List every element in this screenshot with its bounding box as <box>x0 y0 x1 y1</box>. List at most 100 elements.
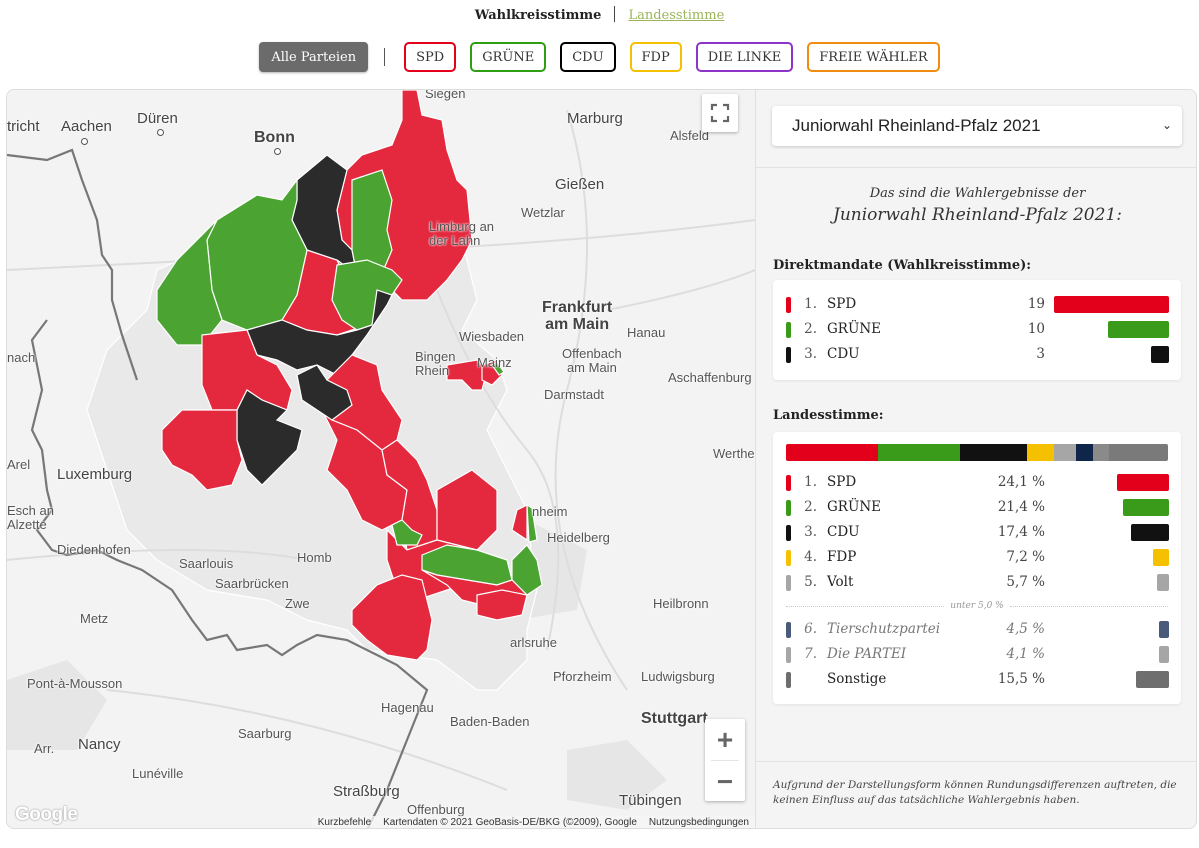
district-gruene <box>391 519 423 546</box>
stacked-segment-tierschutzpartei <box>1075 444 1094 461</box>
party-color-marker <box>786 647 791 663</box>
threshold-divider: unter 5,0 % <box>786 600 1168 612</box>
map-label-nach: nach <box>7 350 36 365</box>
rank: 7. <box>804 646 817 662</box>
map-label-bingen: Bingen Rhein <box>415 349 456 378</box>
stacked-result-bar <box>786 444 1168 461</box>
tab-wahlkreisstimme[interactable]: Wahlkreisstimme <box>474 8 602 23</box>
party-name: Die PARTEI <box>827 646 907 662</box>
map-label-giessen: Gießen <box>555 176 605 193</box>
party-filter-bar: Alle Parteien SPD GRÜNE CDU FDP DIE LINK… <box>0 42 1199 72</box>
filter-separator <box>384 48 386 66</box>
vote-share: 4,1 % <box>1006 646 1045 662</box>
party-name: Volt <box>827 574 854 590</box>
rank: 1. <box>804 296 817 312</box>
rank: 1. <box>804 474 817 490</box>
party-color-marker <box>786 297 791 313</box>
map-canvas[interactable] <box>7 90 755 829</box>
party-name: GRÜNE <box>827 321 881 337</box>
vote-share-bar <box>1159 621 1169 638</box>
tab-landesstimme[interactable]: Landesstimme <box>628 8 725 23</box>
map-label-luxemburg: Luxemburg <box>57 466 133 483</box>
map-label-maastricht: tricht <box>7 118 40 135</box>
map-label-nancy: Nancy <box>78 736 121 753</box>
district-cdu <box>236 389 303 486</box>
filter-spd[interactable]: SPD <box>404 42 457 72</box>
fullscreen-button[interactable] <box>702 94 738 132</box>
map-label-ludwigsburg: Ludwigsburg <box>641 669 715 684</box>
stacked-segment-gr-ne <box>878 444 960 461</box>
election-select[interactable]: Juniorwahl Rheinland-Pfalz 2021 ⌄ <box>772 106 1182 146</box>
stacked-segment-cdu <box>959 444 1027 461</box>
list-row-below-threshold: 7. Die PARTEI 4,1 % <box>773 644 1181 664</box>
map-label-baden-baden: Baden-Baden <box>450 714 530 729</box>
vote-share-bar <box>1153 549 1169 566</box>
vote-type-tabs: Wahlkreisstimme Landesstimme <box>0 6 1199 23</box>
keyboard-shortcuts-link[interactable]: Kurzbefehle <box>317 817 372 828</box>
filter-cdu[interactable]: CDU <box>560 42 616 72</box>
divider <box>756 167 1196 168</box>
zoom-out-button[interactable]: − <box>716 765 734 797</box>
map-label-metz: Metz <box>80 611 109 626</box>
rank: 2. <box>804 499 817 515</box>
list-row: 4. FDP 7,2 % <box>773 547 1181 567</box>
district-spd <box>511 504 528 542</box>
map-label-pforzheim: Pforzheim <box>553 669 612 684</box>
list-row: 3. CDU 17,4 % <box>773 522 1181 542</box>
map-label-esch: Esch an Alzette <box>7 503 54 532</box>
district-cdu <box>296 364 353 421</box>
map-label-marburg: Marburg <box>567 110 623 127</box>
rounding-footnote: Aufgrund der Darstellungsform können Run… <box>773 779 1177 806</box>
map-label-siegen: Siegen <box>425 90 466 101</box>
map-label-frankfurt: Frankfurt am Main <box>542 299 613 333</box>
vote-share-bar <box>1117 474 1169 491</box>
election-map[interactable]: Siegen Marburg Alsfeld tricht Aachen Dür… <box>7 90 755 829</box>
map-label-strassburg: Straßburg <box>333 783 400 800</box>
party-color-marker <box>786 575 791 591</box>
party-name: CDU <box>827 346 860 362</box>
vote-share: 4,5 % <box>1006 621 1045 637</box>
party-color-marker <box>786 500 791 516</box>
map-label-wiesbaden: Wiesbaden <box>459 329 525 344</box>
filter-all-parties[interactable]: Alle Parteien <box>259 42 369 72</box>
vote-share: 21,4 % <box>997 499 1045 515</box>
zoom-in-button[interactable]: + <box>716 723 734 755</box>
seat-count: 19 <box>1027 296 1045 312</box>
tab-separator <box>614 6 616 22</box>
results-intro: Das sind die Wahlergebnisse der Juniorwa… <box>756 186 1196 225</box>
filter-freie-waehler[interactable]: FREIE WÄHLER <box>807 42 940 72</box>
terms-link[interactable]: Nutzungsbedingungen <box>648 817 749 828</box>
list-row-others: Sonstige 15,5 % <box>773 669 1181 689</box>
map-label-mainz: Mainz <box>477 355 512 370</box>
map-label-offenbach: Offenbach am Main <box>562 346 622 375</box>
vote-share: 17,4 % <box>997 524 1045 540</box>
direct-row: 3. CDU 3 <box>773 344 1181 364</box>
election-select-value: Juniorwahl Rheinland-Pfalz 2021 <box>792 116 1041 135</box>
map-label-saarbruecken: Saarbrücken <box>215 576 289 591</box>
map-label-stuttgart: Stuttgart <box>641 710 708 727</box>
vote-share: 7,2 % <box>1006 549 1045 565</box>
map-label-hanau: Hanau <box>627 325 666 340</box>
vote-share-bar <box>1122 499 1169 516</box>
filter-gruene[interactable]: GRÜNE <box>470 42 547 72</box>
filter-fdp[interactable]: FDP <box>629 42 682 72</box>
seat-count: 10 <box>1027 321 1045 337</box>
vote-share-bar <box>1131 524 1169 541</box>
filter-die-linke[interactable]: DIE LINKE <box>695 42 794 72</box>
map-label-saarburg: Saarburg <box>238 726 292 741</box>
country-borders <box>7 148 429 828</box>
district-spd <box>161 409 243 491</box>
party-color-marker <box>786 622 791 638</box>
party-name: FDP <box>827 549 857 565</box>
direct-mandates-title: Direktmandate (Wahlkreisstimme): <box>773 258 1032 273</box>
map-label-aachen: Aachen <box>61 118 112 135</box>
district-cdu <box>246 289 393 376</box>
stacked-segment-die-partei <box>1093 444 1109 461</box>
district-gruene <box>526 503 538 543</box>
stacked-segment-volt <box>1054 444 1076 461</box>
google-logo: Google <box>15 804 78 825</box>
zoom-divider <box>711 760 739 761</box>
map-label-wertheim: Wertheim <box>713 446 755 461</box>
party-color-marker <box>786 347 791 363</box>
map-label-dueren: Düren <box>137 110 178 127</box>
